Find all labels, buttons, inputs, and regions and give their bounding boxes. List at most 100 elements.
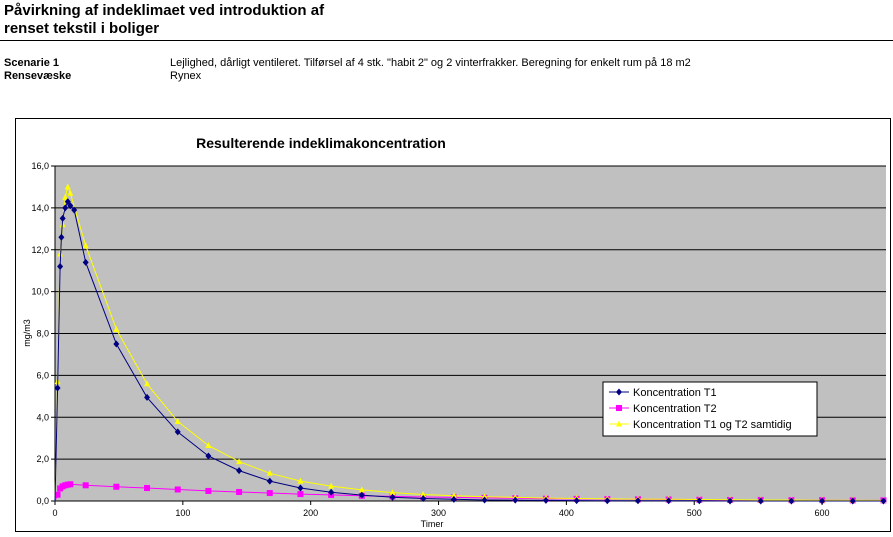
- agent-text: Rynex: [170, 70, 202, 82]
- y-tick-label: 12,0: [31, 245, 49, 255]
- y-tick-label: 16,0: [31, 161, 49, 171]
- data-point: [297, 477, 304, 484]
- data-point: [880, 497, 887, 505]
- y-tick-label: 8,0: [36, 329, 49, 339]
- chart-title: Resulterende indeklimakoncentration: [196, 135, 446, 151]
- scenario-label: Scenarie 1: [4, 57, 60, 69]
- x-tick-label: 300: [431, 508, 446, 518]
- data-point: [205, 452, 212, 460]
- data-point: [174, 428, 181, 436]
- data-point: [62, 204, 69, 212]
- y-tick-label: 14,0: [31, 203, 49, 213]
- agent-label: Rensevæske: [4, 70, 72, 82]
- data-point: [205, 487, 212, 494]
- data-point: [57, 250, 64, 257]
- data-point: [57, 263, 64, 270]
- data-point: [420, 494, 427, 502]
- page-title-line-1: Påvirkning af indeklimaet ved introdukti…: [4, 2, 325, 19]
- data-point: [420, 491, 427, 498]
- data-point: [297, 484, 304, 492]
- x-tick-label: 200: [303, 508, 318, 518]
- data-point: [113, 325, 120, 332]
- x-tick-label: 400: [559, 508, 574, 518]
- data-point: [236, 488, 243, 495]
- data-point: [512, 496, 519, 504]
- legend-box: [602, 381, 818, 437]
- data-point: [54, 384, 61, 392]
- data-point: [67, 481, 74, 488]
- data-point: [297, 491, 304, 498]
- page-title-line-2: renset tekstil i boliger: [4, 20, 160, 37]
- data-point: [788, 497, 795, 505]
- data-point: [67, 202, 74, 210]
- data-point: [328, 488, 335, 496]
- x-axis-label: Timer: [421, 519, 444, 529]
- data-point: [71, 206, 78, 214]
- data-point: [236, 467, 243, 475]
- data-point: [389, 489, 396, 496]
- data-point: [59, 214, 66, 222]
- y-tick-label: 10,0: [31, 287, 49, 297]
- data-point: [450, 495, 457, 503]
- x-tick-label: 100: [175, 508, 190, 518]
- y-tick-label: 6,0: [36, 370, 49, 380]
- data-point: [665, 497, 672, 505]
- data-point: [266, 469, 273, 476]
- data-point: [54, 491, 61, 498]
- data-point: [82, 482, 89, 489]
- x-tick-label: 500: [687, 508, 702, 518]
- data-point: [174, 486, 181, 493]
- y-tick-label: 4,0: [36, 412, 49, 422]
- data-point: [634, 497, 641, 505]
- series-line: [54, 185, 884, 502]
- title-divider: [0, 40, 893, 41]
- data-point: [67, 189, 74, 196]
- data-point: [849, 497, 856, 505]
- data-point: [236, 458, 243, 465]
- legend-entry: Koncentration T1: [633, 387, 717, 399]
- data-point: [62, 193, 69, 200]
- data-point: [481, 496, 488, 504]
- data-point: [604, 497, 611, 505]
- y-tick-label: 0,0: [36, 496, 49, 506]
- data-point: [113, 340, 120, 348]
- x-tick-label: 600: [815, 508, 830, 518]
- x-tick-label: 0: [52, 508, 57, 518]
- data-point: [450, 492, 457, 499]
- data-point: [144, 380, 151, 387]
- legend-entry: Koncentration T1 og T2 samtidig: [633, 419, 792, 431]
- data-point: [58, 233, 65, 241]
- legend-marker: [616, 405, 622, 411]
- data-point: [266, 477, 273, 485]
- legend: Koncentration T1 Koncentration T2 Koncentr…: [602, 381, 818, 437]
- data-point: [328, 482, 335, 489]
- data-point: [144, 393, 151, 401]
- data-point: [174, 417, 181, 424]
- legend-entry: Koncentration T2: [633, 403, 717, 415]
- data-point: [205, 442, 212, 449]
- data-point: [358, 491, 365, 499]
- data-point: [819, 497, 826, 505]
- data-point: [82, 258, 89, 266]
- data-point: [358, 486, 365, 493]
- data-point: [727, 497, 734, 505]
- data-point: [573, 497, 580, 505]
- data-point: [542, 496, 549, 504]
- series-1: [54, 198, 887, 505]
- y-tick-label: 2,0: [36, 454, 49, 464]
- data-point: [144, 485, 151, 492]
- data-point: [696, 497, 703, 505]
- legend-marker: [616, 388, 622, 396]
- scenario-text: Lejlighed, dårligt ventileret. Tilførsel…: [170, 57, 691, 69]
- data-point: [757, 497, 764, 505]
- data-point: [64, 183, 71, 190]
- y-axis-label: mg/m3: [22, 319, 32, 347]
- data-point: [82, 242, 89, 249]
- data-point: [266, 490, 273, 497]
- data-point: [113, 483, 120, 490]
- data-point: [481, 493, 488, 500]
- data-point: [64, 198, 71, 206]
- data-point: [389, 493, 396, 501]
- legend-marker: [616, 420, 622, 427]
